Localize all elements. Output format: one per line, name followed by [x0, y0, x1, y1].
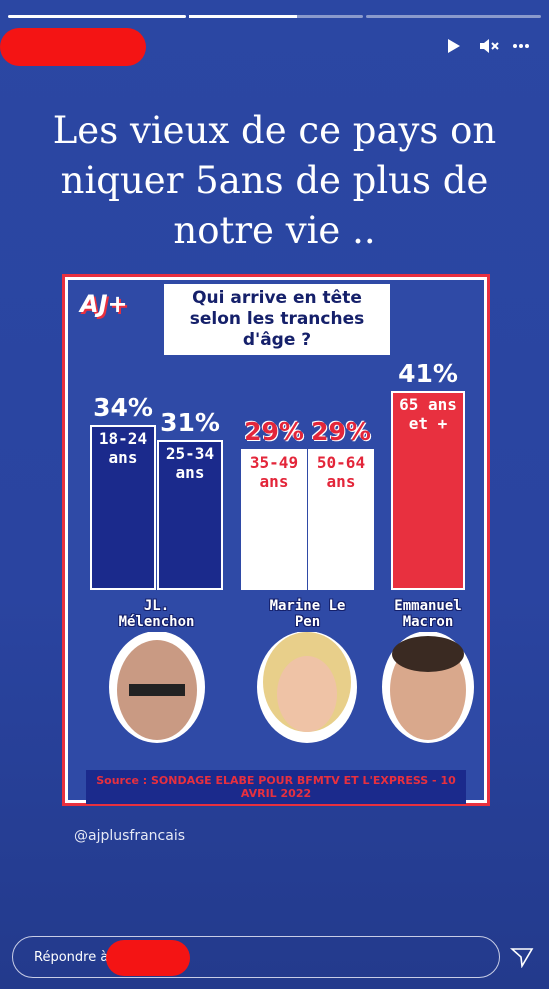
reply-input[interactable] — [12, 936, 500, 978]
value-label: 29% — [311, 417, 371, 447]
bar-category-label: 35-49 ans — [249, 453, 299, 492]
chart-source: Source : SONDAGE ELABE POUR BFMTV ET L'E… — [86, 770, 466, 804]
bar-category-label: 50-64 ans — [316, 453, 366, 492]
progress-bar — [8, 15, 186, 18]
candidate-name: Marine Le Pen — [269, 598, 346, 630]
bar — [90, 425, 156, 590]
value-label: 34% — [93, 393, 153, 423]
bar — [241, 449, 307, 590]
story-caption: Les vieux de ce pays on niquer 5ans de p… — [52, 109, 497, 252]
author-handle[interactable]: @ajplusfrancais — [74, 828, 186, 844]
value-label: 29% — [244, 417, 304, 447]
story-controls[interactable] — [440, 34, 540, 58]
bar-category-label: 18-24 ans — [98, 429, 148, 468]
chart-title: Qui arrive en tête selon les tranches d'… — [164, 284, 390, 355]
candidate-name: JL. Mélenchon — [118, 598, 195, 630]
logo: AJ+ — [80, 290, 128, 318]
bar-category-label: 65 ans et + — [399, 395, 457, 434]
progress-bar — [189, 15, 363, 18]
redacted-username — [0, 28, 146, 66]
redacted-username — [106, 940, 190, 976]
candidate-name: Emmanuel Macron — [394, 598, 462, 630]
bar — [157, 439, 223, 590]
bar — [308, 449, 374, 590]
value-label: 31% — [160, 407, 220, 437]
value-label: 41% — [398, 359, 458, 389]
send-button[interactable] — [510, 946, 534, 968]
progress-bar — [366, 15, 541, 18]
bar — [391, 391, 465, 590]
bar-category-label: 25-34 ans — [165, 443, 215, 482]
reply-placeholder: Répondre à — [34, 950, 109, 965]
candidate-photos — [109, 632, 474, 743]
